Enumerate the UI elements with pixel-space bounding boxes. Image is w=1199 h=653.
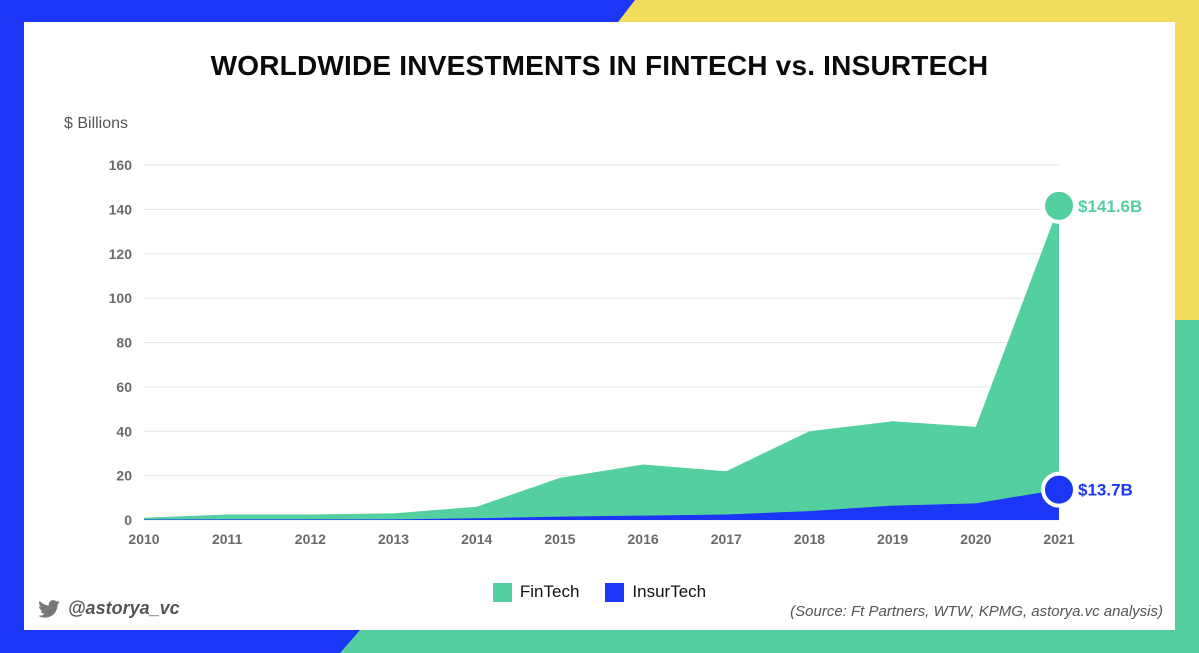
legend: FinTech InsurTech — [24, 582, 1175, 602]
x-tick-label-2015: 2015 — [544, 531, 575, 547]
legend-label-fintech: FinTech — [519, 582, 580, 601]
y-tick-label-120: 120 — [109, 246, 133, 262]
end-marker-insurtech — [1041, 471, 1077, 508]
area-insurtech — [144, 489, 1059, 520]
source-note: (Source: Ft Partners, WTW, KPMG, astorya… — [790, 603, 1163, 620]
series-areas — [144, 205, 1059, 520]
legend-swatch-insurtech — [605, 582, 625, 602]
legend-label-insurtech: InsurTech — [632, 582, 707, 601]
chart-title: WORLDWIDE INVESTMENTS IN FINTECH vs. INS… — [210, 50, 989, 81]
handle-text: @astorya_vc — [68, 598, 180, 618]
x-tick-label-2021: 2021 — [1043, 531, 1074, 547]
axis-ticks: 0 20 40 60 80 100 120 140 160 2010 2011 2012 2013 201… — [109, 157, 1075, 547]
x-tick-label-2016: 2016 — [628, 531, 659, 547]
y-tick-label-140: 140 — [109, 201, 133, 217]
legend-item-fintech: FinTech — [492, 582, 580, 602]
area-chart: 0 20 40 60 80 100 120 140 160 2010 2011 2012 2013 201… — [109, 157, 1143, 547]
end-markers: $141.6B $13.7B — [1041, 187, 1142, 508]
value-label-fintech: $141.6B — [1078, 197, 1142, 216]
x-tick-label-2017: 2017 — [711, 531, 742, 547]
y-tick-label-80: 80 — [116, 335, 132, 351]
x-tick-label-2013: 2013 — [378, 531, 409, 547]
end-marker-fintech — [1041, 187, 1077, 224]
x-tick-label-2012: 2012 — [295, 531, 326, 547]
area-fintech — [144, 205, 1059, 520]
y-tick-label-40: 40 — [116, 423, 132, 439]
x-tick-label-2014: 2014 — [461, 531, 492, 547]
x-tick-label-2011: 2011 — [212, 531, 243, 547]
twitter-bird-icon — [38, 599, 60, 618]
legend-swatch-fintech — [492, 582, 512, 602]
y-tick-label-160: 160 — [109, 157, 133, 173]
chart-card: WORLDWIDE INVESTMENTS IN FINTECH vs. INS… — [24, 22, 1175, 630]
x-tick-label-2020: 2020 — [960, 531, 991, 547]
x-tick-label-2010: 2010 — [128, 531, 159, 547]
value-label-insurtech: $13.7B — [1078, 481, 1133, 500]
y-tick-label-20: 20 — [116, 468, 132, 484]
y-axis-label: $ Billions — [64, 115, 129, 132]
y-tick-label-0: 0 — [124, 512, 132, 528]
legend-item-insurtech: InsurTech — [605, 582, 706, 602]
twitter-handle[interactable]: @astorya_vc — [38, 598, 180, 619]
x-tick-label-2018: 2018 — [794, 531, 825, 547]
y-tick-label-100: 100 — [109, 290, 133, 306]
x-tick-label-2019: 2019 — [877, 531, 908, 547]
y-tick-label-60: 60 — [116, 379, 132, 395]
